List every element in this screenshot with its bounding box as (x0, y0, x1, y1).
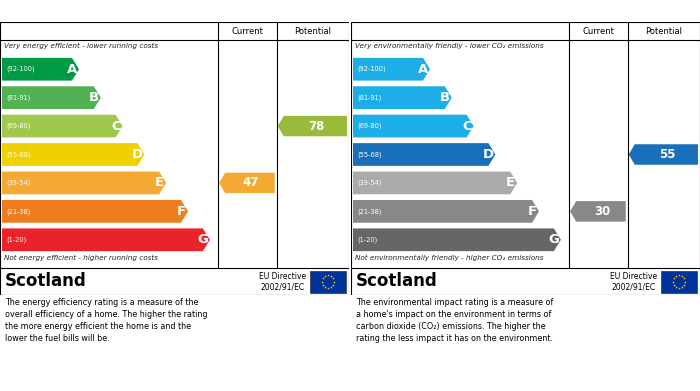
Polygon shape (2, 115, 122, 138)
Text: Energy Efficiency Rating: Energy Efficiency Rating (6, 5, 169, 18)
Text: E: E (155, 176, 164, 189)
Polygon shape (353, 172, 517, 194)
Text: Current: Current (582, 27, 615, 36)
Polygon shape (2, 200, 188, 223)
Text: B: B (89, 91, 99, 104)
Text: 30: 30 (594, 205, 610, 218)
Text: (39-54): (39-54) (6, 180, 30, 186)
Text: D: D (482, 148, 493, 161)
Polygon shape (219, 173, 275, 193)
Polygon shape (2, 172, 166, 194)
Text: F: F (177, 205, 186, 218)
Polygon shape (2, 58, 79, 81)
Text: Very environmentally friendly - lower CO₂ emissions: Very environmentally friendly - lower CO… (355, 43, 544, 49)
Text: The energy efficiency rating is a measure of the
overall efficiency of a home. T: The energy efficiency rating is a measur… (5, 298, 207, 343)
Text: EU Directive
2002/91/EC: EU Directive 2002/91/EC (259, 272, 306, 291)
Text: F: F (528, 205, 537, 218)
Text: Not energy efficient - higher running costs: Not energy efficient - higher running co… (4, 255, 158, 261)
Text: B: B (440, 91, 450, 104)
Text: (81-91): (81-91) (6, 94, 30, 101)
Polygon shape (353, 58, 430, 81)
Text: Potential: Potential (295, 27, 331, 36)
Text: G: G (548, 233, 559, 246)
Polygon shape (353, 200, 539, 223)
Text: Not environmentally friendly - higher CO₂ emissions: Not environmentally friendly - higher CO… (355, 255, 543, 261)
Text: Scotland: Scotland (5, 273, 87, 291)
Text: 78: 78 (308, 120, 325, 133)
Text: E: E (506, 176, 515, 189)
Text: (92-100): (92-100) (6, 66, 34, 72)
Text: EU Directive
2002/91/EC: EU Directive 2002/91/EC (610, 272, 657, 291)
Text: C: C (111, 120, 120, 133)
Text: Environmental Impact (CO₂) Rating: Environmental Impact (CO₂) Rating (357, 5, 589, 18)
Polygon shape (353, 86, 452, 109)
Text: C: C (462, 120, 472, 133)
Polygon shape (353, 143, 496, 166)
Text: (55-68): (55-68) (6, 151, 31, 158)
Text: A: A (418, 63, 428, 76)
Text: (21-38): (21-38) (6, 208, 30, 215)
Text: (69-80): (69-80) (6, 123, 31, 129)
Text: (1-20): (1-20) (357, 237, 377, 243)
Text: Very energy efficient - lower running costs: Very energy efficient - lower running co… (4, 43, 158, 49)
Polygon shape (2, 143, 144, 166)
Text: (21-38): (21-38) (357, 208, 382, 215)
Text: D: D (132, 148, 142, 161)
Text: 55: 55 (659, 148, 676, 161)
Text: 47: 47 (243, 176, 259, 189)
Polygon shape (570, 201, 626, 222)
Bar (310, 271, 346, 292)
Text: Scotland: Scotland (356, 273, 438, 291)
Text: (39-54): (39-54) (357, 180, 382, 186)
Polygon shape (278, 116, 347, 136)
Text: (92-100): (92-100) (357, 66, 386, 72)
Polygon shape (2, 86, 101, 109)
Text: A: A (66, 63, 77, 76)
Text: G: G (197, 233, 208, 246)
Text: The environmental impact rating is a measure of
a home's impact on the environme: The environmental impact rating is a mea… (356, 298, 554, 343)
Polygon shape (629, 144, 698, 165)
Polygon shape (353, 115, 474, 138)
Bar (661, 271, 697, 292)
Polygon shape (353, 228, 561, 251)
Text: (1-20): (1-20) (6, 237, 27, 243)
Text: Current: Current (232, 27, 263, 36)
Text: (55-68): (55-68) (357, 151, 382, 158)
Text: (81-91): (81-91) (357, 94, 382, 101)
Text: Potential: Potential (645, 27, 682, 36)
Text: (69-80): (69-80) (357, 123, 382, 129)
Polygon shape (2, 228, 210, 251)
